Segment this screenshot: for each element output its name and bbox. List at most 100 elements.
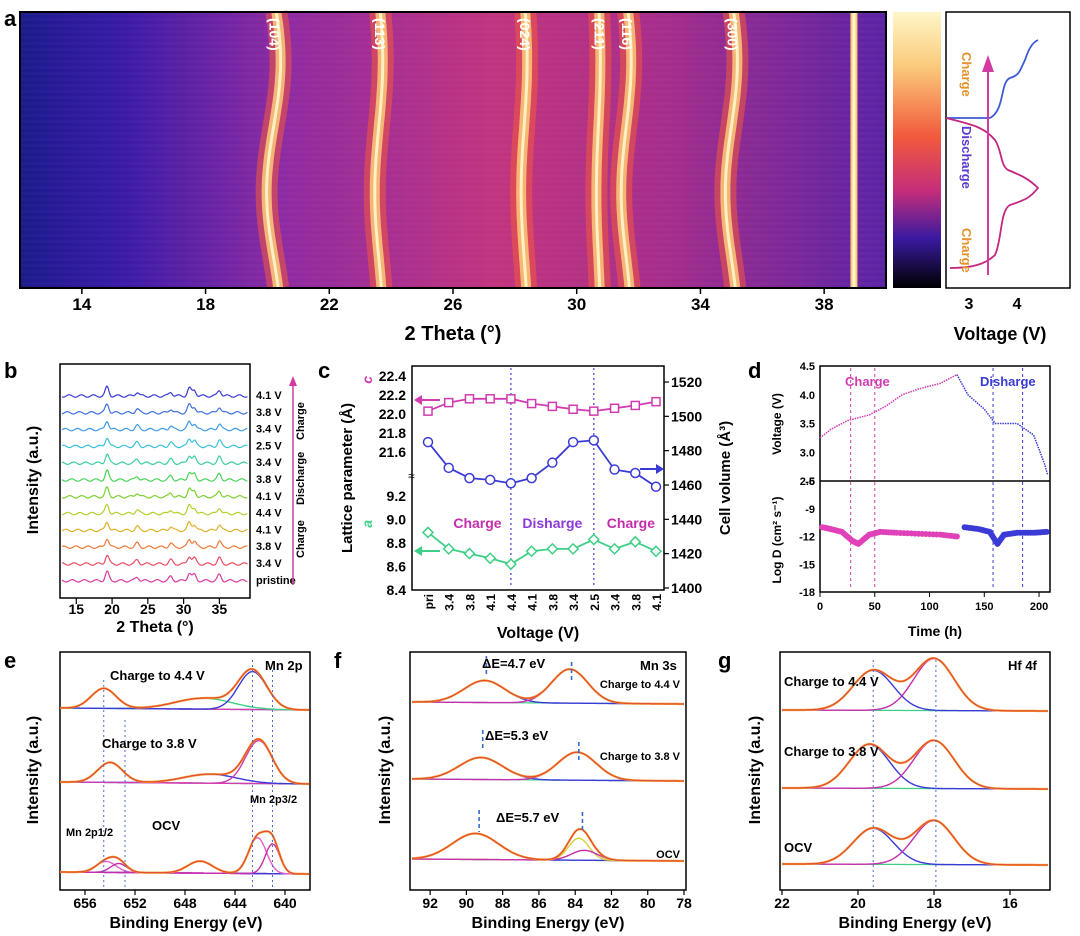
e-x-label: Binding Energy (eV) — [110, 915, 263, 932]
category-label: 2.5 — [588, 594, 602, 611]
v-arrow-head-icon — [656, 464, 664, 474]
c-param-point — [651, 396, 661, 407]
xps-fit — [782, 657, 1048, 712]
x-tick-label: 100 — [920, 601, 938, 613]
region-label: Disharge — [522, 515, 582, 531]
left-tick-label: 9.2 — [387, 488, 407, 504]
x-tick-label: 18 — [926, 895, 942, 911]
heatmap-band — [20, 54, 886, 57]
trace-label: 4.1 V — [256, 524, 282, 536]
cell-volume-point — [630, 467, 641, 479]
colorbar — [893, 12, 941, 288]
heatmap-band — [20, 168, 886, 171]
g-y-label: Intensity (a.u.) — [747, 716, 764, 824]
heatmap-band — [20, 192, 886, 195]
panel-g-frame — [779, 651, 1051, 891]
panel-b: 4.1 V 3.8 V 3.4 V 2.5 V 3.4 V 3.8 V 4.1 V 4.4 V… — [25, 363, 307, 636]
d-y-label-bottom: Log D (cm² s⁻¹) — [770, 497, 784, 584]
panel-b-label: b — [4, 358, 17, 383]
f-title: Mn 3s — [640, 658, 677, 673]
trace-labels: 4.1 V 3.8 V 3.4 V 2.5 V 3.4 V 3.8 V 4.1 V 4.4 V… — [256, 390, 296, 587]
left-tick-label: 9.0 — [387, 512, 407, 528]
f-y-label: Intensity (a.u.) — [377, 716, 394, 824]
heatmap-band — [20, 270, 886, 273]
c-plot-area: ≈ Charge Disharge Charge — [408, 368, 664, 588]
panel-a-label: a — [4, 6, 17, 31]
xps-fit — [411, 751, 684, 782]
voltage-charge-curve — [819, 373, 958, 439]
right-tick-label: 1520 — [671, 374, 702, 390]
x-tick-label: 30 — [567, 295, 586, 314]
category-label: 3.8 — [463, 594, 477, 611]
b-y-label: Intensity (a.u.) — [25, 426, 42, 534]
trace-label: 3.8 V — [256, 474, 282, 486]
x-tick-label: 20 — [850, 895, 866, 911]
peak-label: (024) — [517, 18, 533, 51]
category-label: 3.4 — [567, 594, 581, 611]
x-tick-label: 640 — [273, 895, 297, 911]
xps-fit — [782, 739, 1048, 790]
a-param-point — [525, 545, 538, 558]
g-x-label: Binding Energy (eV) — [839, 915, 992, 932]
right-tick-label: 1480 — [671, 443, 702, 459]
d-axis-ticks: 4.5 4.0 3.5 3.0 2.5-6 -9 -12 -15 -180 50 100 150 200 — [799, 361, 1048, 613]
right-tick-label: 1420 — [671, 546, 702, 562]
cell-volume-point — [547, 457, 558, 468]
xrd-trace — [61, 520, 248, 533]
top-y-tick: 2.5 — [800, 476, 815, 488]
c-param-point — [589, 406, 599, 416]
heatmap-band — [20, 132, 886, 135]
peak-label: (116) — [619, 18, 635, 50]
xrd-trace — [61, 554, 248, 566]
category-label: 4.1 — [650, 594, 664, 611]
x-tick-label: 16 — [1002, 895, 1018, 911]
trace-label: 3.4 V — [256, 457, 282, 469]
heatmap-band — [20, 282, 886, 285]
a-param-point — [546, 542, 559, 555]
bottom-y-tick: -6 — [805, 476, 815, 488]
trace-label: 3.8 V — [256, 541, 282, 553]
c-series-c-label: c — [359, 376, 375, 384]
category-label: 3.4 — [443, 594, 457, 611]
a-param-point — [629, 535, 642, 548]
xrd-trace — [61, 486, 248, 499]
xps-fit — [60, 738, 310, 785]
heatmap-band — [20, 120, 886, 123]
xrd-trace — [61, 402, 248, 415]
panel-e: 656 652 648 644 640 Binding Energy (eV) Inte… — [25, 651, 311, 932]
right-tick-label: 1460 — [671, 477, 702, 493]
heatmap-band — [20, 30, 886, 33]
heatmap-band — [20, 174, 886, 177]
x-tick-label: 92 — [422, 895, 438, 911]
e-x-ticks: 656 652 648 644 640 — [73, 890, 297, 911]
g-title: Hf 4f — [1008, 658, 1038, 673]
x-tick-label: 20 — [104, 601, 120, 617]
category-label: 3.8 — [546, 594, 560, 611]
g-label-3-8: Charge to 3.8 V — [784, 744, 879, 759]
xrd-heatmap — [20, 10, 886, 290]
peak-streak-core — [265, 11, 283, 289]
heatmap-band — [20, 186, 886, 189]
c-param-point — [609, 403, 620, 414]
region-label: Charge — [607, 515, 655, 531]
heatmap-band — [20, 228, 886, 231]
a-param-point — [463, 547, 476, 560]
g-x-ticks: 22 20 18 16 — [774, 890, 1018, 911]
label-charge-bottom: Charge — [959, 228, 974, 273]
c-x-label: Voltage (V) — [497, 625, 579, 642]
heatmap-band — [20, 102, 886, 105]
logd-discharge-point — [1043, 528, 1050, 535]
x-tick-label: 656 — [73, 895, 97, 911]
xrd-trace — [61, 503, 248, 516]
region-label: Charge — [453, 515, 501, 531]
heatmap-band — [20, 264, 886, 267]
peak-streak-core — [723, 11, 739, 289]
c-param-point — [443, 397, 454, 408]
heatmap-band — [20, 180, 886, 183]
voltage-side-panel: Charge Discharge Charge 3 4 Voltage (V) — [945, 11, 1071, 344]
voltage-panel-frame — [945, 11, 1071, 289]
category-label: 3.4 — [609, 594, 623, 611]
trace-label: 4.4 V — [256, 508, 282, 520]
x-tick-label: 86 — [531, 895, 547, 911]
